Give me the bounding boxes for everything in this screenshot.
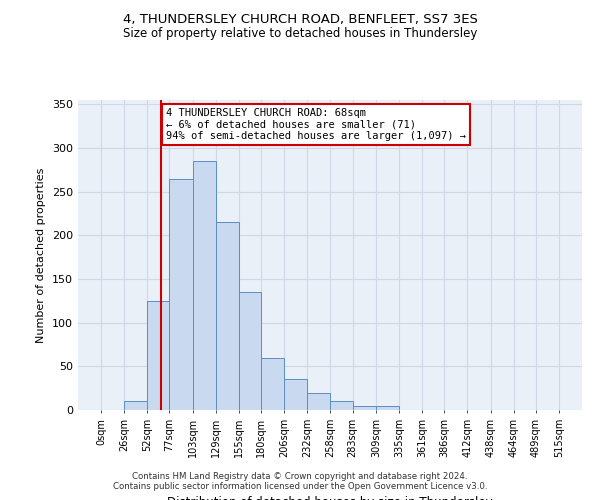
Bar [376,406,399,410]
Bar [353,406,376,410]
Bar [147,301,169,410]
Text: 4, THUNDERSLEY CHURCH ROAD, BENFLEET, SS7 3ES: 4, THUNDERSLEY CHURCH ROAD, BENFLEET, SS… [122,12,478,26]
Bar [261,358,284,410]
X-axis label: Distribution of detached houses by size in Thundersley: Distribution of detached houses by size … [167,496,493,500]
Text: Contains HM Land Registry data © Crown copyright and database right 2024.: Contains HM Land Registry data © Crown c… [132,472,468,481]
Y-axis label: Number of detached properties: Number of detached properties [37,168,46,342]
Text: Contains public sector information licensed under the Open Government Licence v3: Contains public sector information licen… [113,482,487,491]
Text: Size of property relative to detached houses in Thundersley: Size of property relative to detached ho… [123,28,477,40]
Bar [284,380,307,410]
Bar [307,392,331,410]
Bar [124,402,147,410]
Text: 4 THUNDERSLEY CHURCH ROAD: 68sqm
← 6% of detached houses are smaller (71)
94% of: 4 THUNDERSLEY CHURCH ROAD: 68sqm ← 6% of… [166,108,466,141]
Bar [193,161,215,410]
Bar [239,292,261,410]
Bar [215,222,239,410]
Bar [169,178,193,410]
Bar [331,402,353,410]
